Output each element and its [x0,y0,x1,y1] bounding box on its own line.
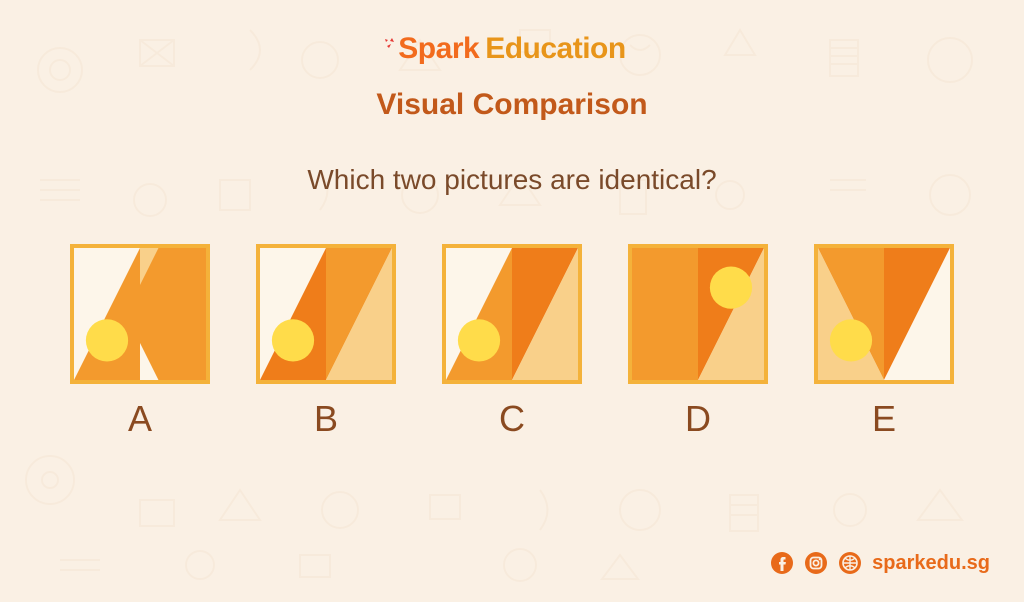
question-text: Which two pictures are identical? [307,164,716,196]
option-a[interactable]: A [70,244,210,440]
option-e[interactable]: E [814,244,954,440]
tile-a [70,244,210,384]
spark-accent-icon [384,26,402,60]
option-b[interactable]: B [256,244,396,440]
option-label: B [314,398,338,440]
page-subtitle: Visual Comparison [376,88,647,122]
option-label: E [872,398,896,440]
tile-c [442,244,582,384]
brand-text-1: Spark [398,32,479,66]
option-label: C [499,398,525,440]
option-label: D [685,398,711,440]
tile-d [628,244,768,384]
brand-text-2: Education [485,32,626,66]
tile-b [256,244,396,384]
option-label: A [128,398,152,440]
option-d[interactable]: D [628,244,768,440]
option-c[interactable]: C [442,244,582,440]
tile-e [814,244,954,384]
brand-logo: Spark Education [398,32,625,66]
options-row: A B C D E [70,244,954,440]
